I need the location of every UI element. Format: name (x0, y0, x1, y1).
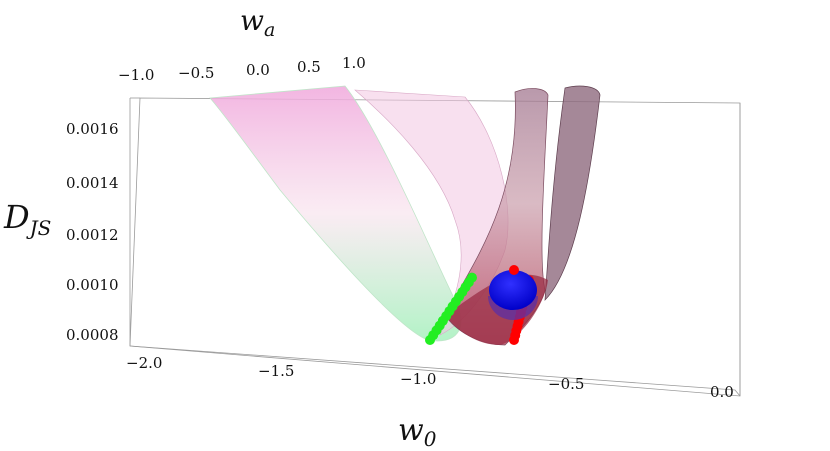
blue-marker-top-point (509, 265, 519, 275)
w0-tick-0: −2.0 (126, 354, 162, 372)
green-points (425, 272, 477, 345)
d-tick-3: 0.0010 (66, 276, 119, 294)
wa-tick-4: 1.0 (342, 54, 366, 72)
d-axis-title-main: D (3, 198, 30, 236)
surface-b-right (544, 85, 601, 301)
plot-box-front (129, 97, 741, 397)
wa-axis-title-main: w (240, 4, 264, 37)
d-axis: 0.0016 0.0014 0.0012 0.0010 0.0008 DJS (3, 120, 119, 344)
w0-axis-title-sub: 0 (424, 427, 437, 451)
w0-axis-title-main: w (398, 413, 424, 448)
surfaces (209, 85, 601, 346)
blue-marker-ball (489, 270, 537, 310)
wa-tick-2: 0.0 (246, 61, 270, 79)
w0-tick-4: 0.0 (710, 383, 734, 401)
w0-axis-title: w0 (398, 413, 437, 451)
w0-tick-1: −1.5 (258, 362, 294, 380)
blue-marker (488, 265, 538, 320)
wa-tick-0: −1.0 (118, 66, 154, 84)
d-tick-0: 0.0016 (66, 120, 119, 138)
d-tick-2: 0.0012 (66, 226, 119, 244)
d-tick-4: 0.0008 (66, 326, 119, 344)
wa-tick-1: −0.5 (178, 64, 214, 82)
w0-axis: −2.0 −1.5 −1.0 −0.5 0.0 w0 (126, 354, 734, 451)
w0-tick-2: −1.0 (400, 370, 436, 388)
wa-tick-3: 0.5 (297, 58, 321, 76)
d-tick-1: 0.0014 (66, 174, 119, 192)
w0-tick-3: −0.5 (548, 375, 584, 393)
wa-axis-title-sub: a (264, 19, 275, 41)
wa-axis: −1.0 −0.5 0.0 0.5 1.0 wa (118, 4, 366, 84)
green-point-13 (467, 272, 477, 283)
d-axis-title: DJS (3, 198, 51, 240)
wa-axis-title: wa (240, 4, 275, 41)
d-axis-title-sub: JS (26, 216, 52, 240)
